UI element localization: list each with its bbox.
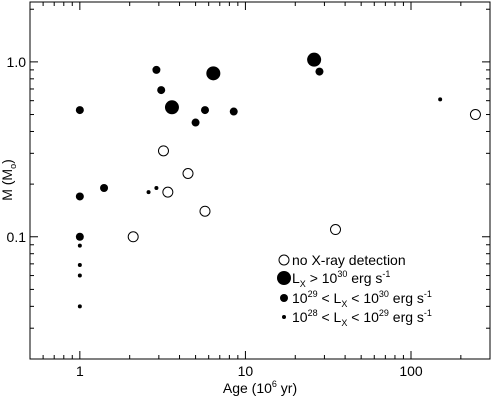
data-point-small	[77, 273, 82, 278]
y-tick-label: 0.1	[7, 229, 27, 245]
legend-label-lx-above-1e30: LX > 1030 erg s-1	[292, 269, 390, 289]
data-point-none	[182, 168, 194, 180]
x-tick-label: 1	[76, 363, 84, 379]
data-point-none	[157, 145, 169, 157]
data-point-none	[199, 205, 211, 217]
data-point-small	[146, 190, 151, 195]
data-point-none	[162, 186, 174, 198]
data-points	[75, 52, 481, 309]
data-point-med	[229, 107, 238, 116]
data-point-small	[438, 97, 443, 102]
data-point-big	[164, 100, 179, 115]
data-point-small	[154, 186, 159, 191]
data-point-big	[307, 52, 322, 67]
data-point-med	[75, 106, 84, 115]
data-point-med	[75, 192, 84, 201]
legend-label-lx-1e29-1e30: 1029 < LX < 1030 erg s-1	[292, 289, 432, 309]
plot-frame	[29, 1, 491, 360]
data-point-small	[77, 243, 82, 248]
data-point-med	[315, 67, 324, 76]
data-point-med	[200, 106, 209, 115]
y-axis-label: M (Mo)	[0, 159, 18, 201]
data-point-small	[77, 304, 82, 309]
data-point-none	[469, 109, 481, 121]
x-axis-label: Age (106 yr)	[223, 379, 297, 396]
x-tick-label: 10	[238, 363, 254, 379]
data-point-big	[206, 66, 221, 81]
data-point-none	[127, 231, 139, 243]
y-tick-label: 1.0	[7, 54, 27, 70]
data-point-med	[75, 232, 84, 241]
legend: no X-ray detection LX > 1030 erg s-1 102…	[277, 252, 432, 328]
legend-marker-medium	[280, 294, 288, 302]
data-point-small	[77, 262, 82, 267]
legend-marker-small	[282, 315, 286, 319]
tick-labels: 1 10 100 0.1 1.0	[7, 54, 423, 379]
data-point-med	[100, 184, 109, 193]
data-point-none	[330, 224, 342, 236]
x-tick-label: 100	[399, 363, 423, 379]
axis-ticks	[29, 2, 491, 360]
data-point-med	[152, 65, 161, 74]
data-point-med	[191, 118, 200, 127]
legend-marker-large	[277, 271, 291, 285]
legend-label-lx-1e28-1e29: 1028 < LX < 1029 erg s-1	[292, 308, 432, 328]
legend-marker-open	[278, 254, 290, 266]
legend-label-no-detection: no X-ray detection	[292, 252, 406, 268]
data-point-med	[157, 86, 166, 95]
